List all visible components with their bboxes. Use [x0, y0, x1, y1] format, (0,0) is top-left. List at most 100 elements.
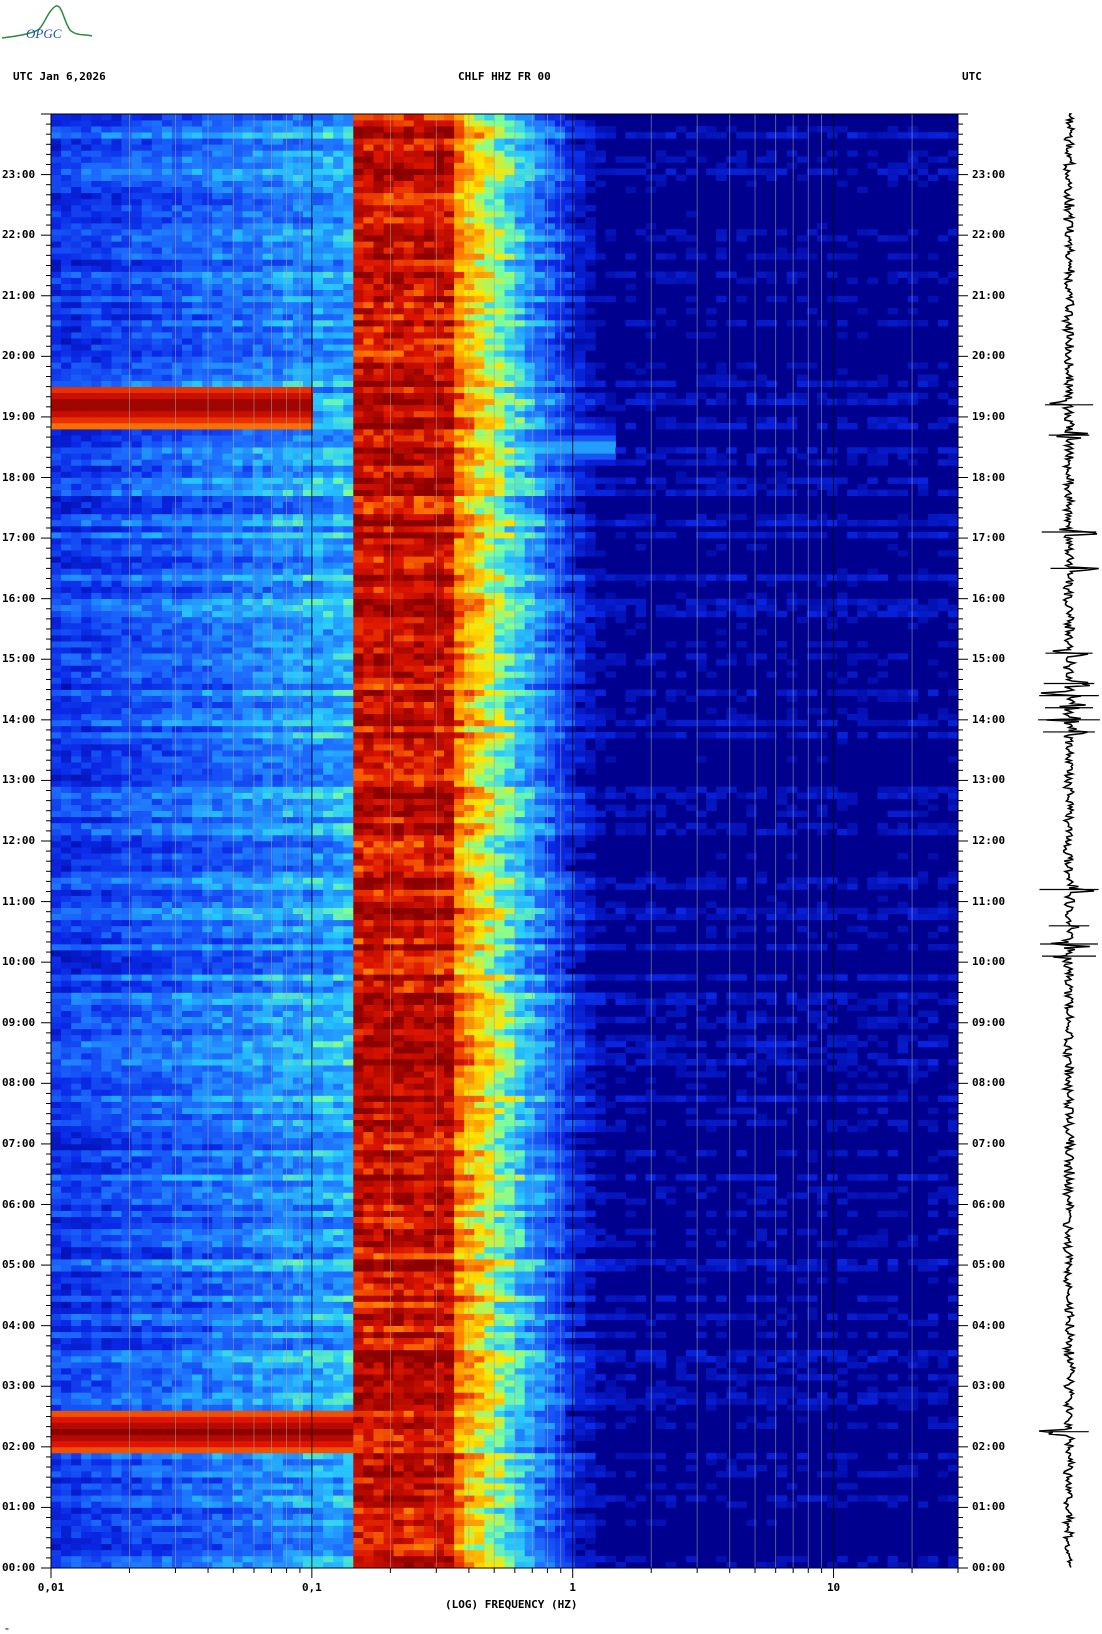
spectrogram-cell	[262, 1083, 274, 1090]
spectrogram-cell	[534, 1495, 546, 1502]
spectrogram-cell	[887, 1192, 899, 1199]
spectrogram-cell	[514, 1095, 526, 1102]
spectrogram-cell	[222, 1416, 233, 1423]
spectrogram-cell	[847, 1174, 858, 1181]
spectrogram-cell	[51, 1240, 62, 1248]
spectrogram-cell	[444, 1555, 455, 1563]
spectrogram-cell	[192, 1386, 203, 1393]
spectrogram-cell	[343, 1404, 354, 1411]
spectrogram-cell	[403, 1374, 415, 1381]
spectrogram-cell	[212, 1380, 223, 1387]
spectrogram-cell	[302, 1198, 314, 1205]
spectrogram-cell	[302, 1089, 314, 1096]
spectrogram-cell	[927, 1259, 939, 1266]
spectrogram-cell	[51, 1143, 62, 1151]
spectrogram-cell	[857, 1349, 868, 1357]
spectrogram-cell	[837, 1356, 848, 1363]
spectrogram-cell	[272, 1410, 284, 1417]
spectrogram-cell	[665, 1150, 677, 1157]
spectrogram-cell	[272, 1471, 284, 1478]
spectrogram-cell	[373, 1525, 385, 1532]
spectrogram-cell	[313, 1416, 324, 1423]
spectrogram-cell	[81, 1525, 92, 1532]
spectrogram-cell	[494, 1107, 505, 1114]
spectrogram-cell	[242, 1489, 254, 1496]
spectrogram-cell	[101, 1477, 112, 1484]
spectrogram-cell	[464, 1380, 475, 1387]
spectrogram-cell	[81, 1549, 92, 1557]
spectrogram-cell	[484, 1483, 495, 1490]
spectrogram-cell	[403, 1537, 415, 1545]
spectrogram-cell	[171, 1319, 183, 1326]
spectrogram-cell	[131, 1150, 143, 1157]
spectrogram-cell	[222, 1119, 233, 1127]
spectrogram-cell	[353, 1446, 364, 1454]
spectrogram-cell	[91, 1549, 102, 1557]
spectrogram-cell	[131, 1416, 143, 1423]
spectrogram-cell	[615, 1295, 626, 1302]
spectrogram-cell	[51, 1465, 62, 1472]
spectrogram-cell	[111, 1434, 123, 1442]
spectrogram-cell	[61, 1349, 72, 1357]
spectrogram-cell	[373, 1561, 385, 1569]
spectrogram-cell	[423, 1349, 435, 1357]
spectrogram-cell	[292, 1083, 304, 1090]
spectrogram-cell	[182, 1392, 193, 1399]
spectrogram-cell	[61, 1483, 72, 1490]
spectrogram-cell	[514, 1495, 526, 1502]
spectrogram-cell	[696, 1083, 707, 1090]
spectrogram-cell	[222, 1337, 233, 1345]
spectrogram-cell	[796, 1452, 808, 1460]
spectrogram-cell	[534, 1271, 546, 1278]
spectrogram-cell	[544, 1531, 556, 1539]
spectrogram-cell	[444, 1174, 455, 1181]
spectrogram-cell	[524, 1555, 536, 1563]
spectrogram-cell	[776, 1198, 788, 1205]
spectrogram-cell	[131, 1483, 143, 1490]
spectrogram-cell	[363, 1483, 374, 1490]
spectrogram-cell	[716, 1356, 727, 1363]
spectrogram-cell	[847, 1265, 858, 1272]
spectrogram-cell	[897, 1331, 909, 1339]
spectrogram-cell	[554, 1295, 566, 1302]
spectrogram-cell	[292, 1095, 304, 1102]
spectrogram-cell	[947, 1465, 959, 1472]
spectrogram-cell	[212, 1434, 223, 1442]
spectrogram-cell	[766, 1095, 778, 1102]
spectrogram-cell	[232, 1471, 243, 1478]
spectrogram-cell	[494, 1119, 505, 1127]
spectrogram-cell	[434, 1150, 445, 1157]
spectrogram-cell	[81, 1477, 92, 1484]
spectrogram-cell	[333, 1192, 344, 1199]
spectrogram-cell	[504, 1101, 516, 1108]
spectrogram-cell	[383, 1125, 395, 1133]
spectrogram-cell	[121, 1192, 133, 1199]
spectrogram-cell	[756, 1186, 767, 1193]
spectrogram-cell	[171, 1477, 183, 1484]
spectrogram-cell	[182, 1162, 193, 1169]
spectrogram-cell	[182, 1362, 193, 1369]
spectrogram-cell	[232, 1253, 243, 1260]
spectrogram-cell	[61, 1174, 72, 1181]
spectrogram-cell	[756, 1119, 767, 1127]
spectrogram-cell	[71, 1186, 82, 1193]
spectrogram-cell	[373, 1537, 385, 1545]
spectrogram-cell	[282, 1137, 294, 1145]
spectrogram-cell	[222, 1543, 233, 1551]
spectrogram-cell	[403, 1180, 415, 1187]
spectrogram-cell	[61, 1471, 72, 1478]
spectrogram-cell	[192, 1337, 203, 1345]
spectrogram-cell	[262, 1113, 274, 1120]
spectrogram-cell	[282, 1083, 294, 1090]
spectrogram-cell	[242, 1356, 254, 1363]
spectrogram-cell	[947, 1107, 959, 1114]
spectrogram-cell	[91, 1459, 102, 1466]
spectrogram-cell	[837, 1349, 848, 1357]
spectrogram-cell	[171, 1537, 183, 1545]
spectrogram-cell	[393, 1525, 405, 1532]
spectrogram-cell	[121, 1489, 133, 1496]
spectrogram-cell	[192, 1380, 203, 1387]
spectrogram-cell	[141, 1186, 153, 1193]
spectrogram-cell	[182, 1549, 193, 1557]
spectrogram-cell	[91, 1543, 102, 1551]
